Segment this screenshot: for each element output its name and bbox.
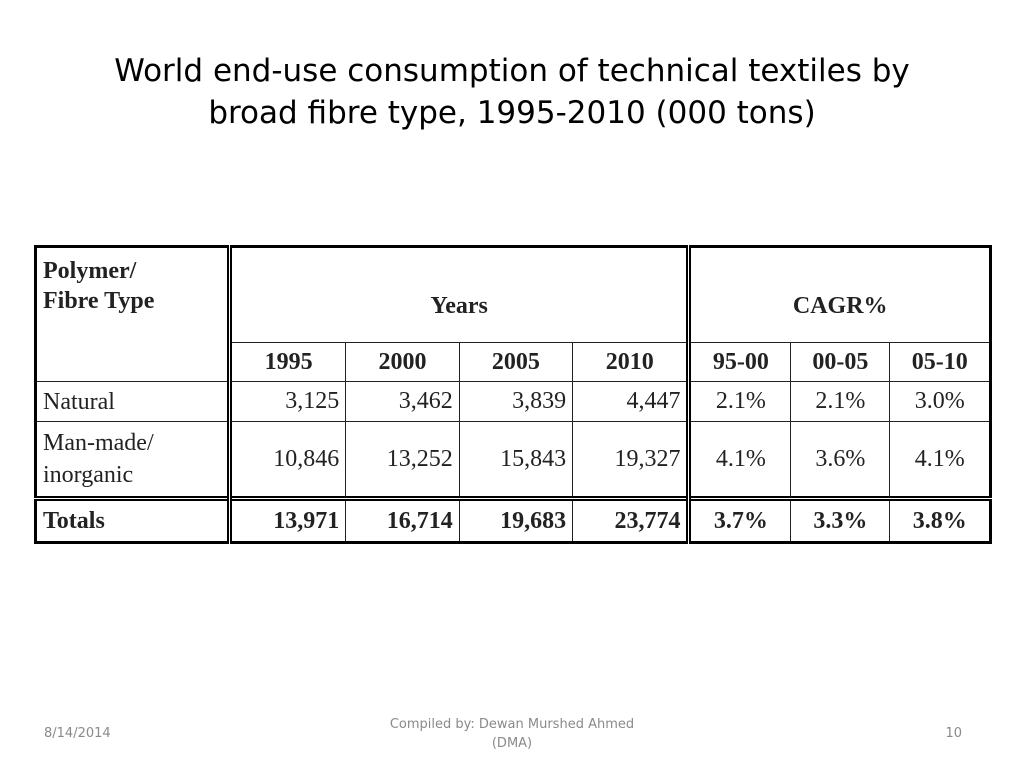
cagr-header: CAGR% — [686, 246, 991, 343]
table-cell: 3.8% — [889, 496, 991, 543]
row-label: Man-made/ inorganic — [35, 421, 230, 499]
table-cell: 10,846 — [226, 421, 347, 499]
table-cell: 3.7% — [686, 496, 792, 543]
footer-page-number: 10 — [945, 726, 962, 741]
cagr-column-header: 00-05 — [790, 342, 891, 382]
table-row-totals: Totals 13,971 16,714 19,683 23,774 3.7% … — [35, 496, 991, 543]
row-label-line-1: Man-made/ — [43, 430, 154, 456]
year-column-header: 2000 — [345, 342, 460, 382]
table-cell: 3.3% — [790, 496, 891, 543]
footer-compiled-line-1: Compiled by: Dewan Murshed Ahmed — [389, 717, 635, 732]
fibre-type-header-line-2: Fibre Type — [43, 288, 155, 314]
table-cell: 3.6% — [790, 421, 891, 499]
table-row-man-made: Man-made/ inorganic 10,846 13,252 15,843… — [35, 421, 991, 499]
table-cell: 19,683 — [458, 496, 574, 543]
consumption-table-container: Polymer/ Fibre Type Years CAGR% 1995 200… — [34, 245, 992, 544]
table-header-row: Polymer/ Fibre Type Years CAGR% — [35, 246, 991, 382]
slide-title-line-1: World end-use consumption of technical t… — [114, 53, 910, 89]
slide-title-line-2: broad fibre type, 1995-2010 (000 tons) — [208, 95, 816, 131]
table-cell: 3,125 — [226, 381, 347, 422]
row-label-line-2: inorganic — [43, 462, 134, 488]
fibre-type-header: Polymer/ Fibre Type — [35, 246, 230, 382]
slide-title: World end-use consumption of technical t… — [60, 50, 964, 134]
cagr-column-header: 95-00 — [686, 342, 792, 382]
table-row-natural: Natural 3,125 3,462 3,839 4,447 2.1% 2.1… — [35, 381, 991, 422]
table-cell: 2.1% — [686, 381, 792, 422]
year-column-header: 2005 — [458, 342, 574, 382]
row-label: Totals — [35, 496, 230, 543]
table-cell: 4,447 — [572, 381, 690, 422]
table-cell: 4.1% — [686, 421, 792, 499]
cagr-column-header: 05-10 — [889, 342, 991, 382]
consumption-table: Polymer/ Fibre Type Years CAGR% 1995 200… — [34, 245, 992, 544]
year-column-header: 1995 — [226, 342, 347, 382]
footer-date: 8/14/2014 — [44, 726, 111, 741]
table-cell: 3.0% — [889, 381, 991, 422]
table-cell: 16,714 — [345, 496, 460, 543]
table-cell: 2.1% — [790, 381, 891, 422]
years-header: Years — [226, 246, 690, 343]
table-cell: 3,462 — [345, 381, 460, 422]
table-cell: 19,327 — [572, 421, 690, 499]
table-cell: 15,843 — [458, 421, 574, 499]
row-label: Natural — [35, 381, 230, 422]
year-column-header: 2010 — [572, 342, 690, 382]
footer-compiled-by: Compiled by: Dewan Murshed Ahmed (DMA) — [372, 715, 652, 753]
table-cell: 13,252 — [345, 421, 460, 499]
table-cell: 3,839 — [458, 381, 574, 422]
table-cell: 23,774 — [572, 496, 690, 543]
table-cell: 13,971 — [226, 496, 347, 543]
footer-compiled-line-2: (DMA) — [491, 736, 533, 751]
fibre-type-header-line-1: Polymer/ — [43, 258, 137, 284]
table-cell: 4.1% — [889, 421, 991, 499]
